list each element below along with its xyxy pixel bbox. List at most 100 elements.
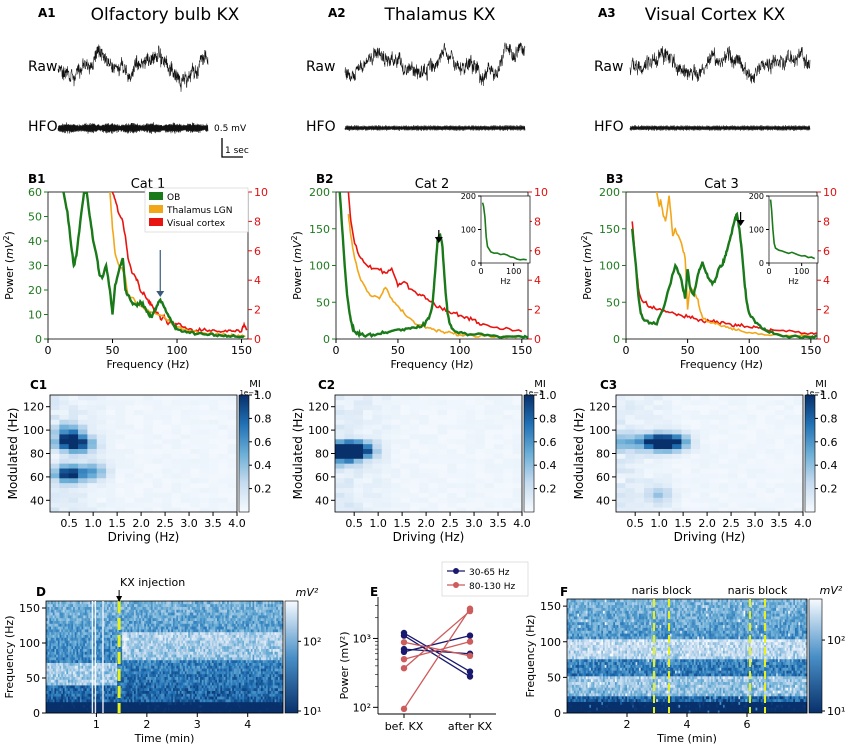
spectrogram-cell bbox=[62, 662, 66, 666]
spectrogram-cell bbox=[128, 704, 132, 708]
spectrogram-cell bbox=[93, 682, 96, 686]
y-tick-label: 80 bbox=[596, 448, 610, 461]
heatmap-cell bbox=[171, 492, 182, 498]
spectrogram-cell bbox=[120, 634, 123, 638]
spectrogram-cell bbox=[135, 640, 138, 644]
spectrogram-cell bbox=[178, 662, 181, 666]
spectrogram-cell bbox=[181, 657, 184, 661]
heatmap-cell bbox=[106, 399, 116, 406]
heatmap-cell bbox=[335, 487, 345, 493]
spectrogram-cell bbox=[181, 676, 184, 680]
spectrogram-cell bbox=[54, 659, 57, 663]
heatmap-cell bbox=[774, 468, 785, 474]
spectrogram-cell bbox=[47, 659, 50, 663]
spectrogram-cell bbox=[74, 631, 77, 635]
heatmap-cell bbox=[143, 473, 154, 479]
spectrogram-cell bbox=[172, 615, 176, 619]
spectrogram-cell bbox=[71, 648, 74, 652]
spectrogram-cell bbox=[154, 634, 157, 638]
heatmap-cell bbox=[447, 414, 457, 420]
spectrogram-cell bbox=[127, 671, 130, 675]
spectrogram-cell bbox=[62, 629, 66, 633]
spectrogram-cell bbox=[167, 707, 170, 711]
heatmap-cell bbox=[335, 463, 345, 469]
spectrogram-cell bbox=[46, 687, 49, 691]
heatmap-cell bbox=[96, 473, 107, 479]
spectrogram-cell bbox=[181, 623, 184, 627]
heatmap-cell bbox=[465, 453, 476, 459]
spectrogram-cell bbox=[174, 617, 177, 621]
spectrogram-cell bbox=[159, 609, 162, 613]
spectrogram-cell bbox=[150, 640, 154, 644]
spectrogram-cell bbox=[166, 637, 169, 641]
heatmap-cell bbox=[106, 497, 116, 503]
spectrogram-cell bbox=[169, 620, 172, 624]
heatmap-cell bbox=[208, 419, 219, 425]
colorbar-title: MI bbox=[249, 379, 261, 390]
spectrogram-cell bbox=[161, 696, 164, 700]
spectrogram-cell bbox=[135, 696, 138, 700]
heatmap-cell bbox=[793, 487, 804, 493]
spectrogram-cell bbox=[172, 645, 176, 649]
spectrogram-cell bbox=[134, 687, 137, 691]
spectrogram-cell bbox=[66, 629, 69, 633]
heatmap-cell bbox=[437, 434, 448, 440]
spectrogram-cell bbox=[51, 634, 54, 638]
spectrogram-cell bbox=[172, 690, 176, 694]
heatmap-cell bbox=[756, 453, 766, 459]
spectrogram-cell bbox=[66, 693, 69, 697]
spectrogram-cell bbox=[132, 603, 135, 607]
spectrogram-cell bbox=[139, 645, 142, 649]
heatmap-cell bbox=[68, 404, 79, 411]
heatmap-cell bbox=[728, 414, 738, 420]
spectrogram-cell bbox=[88, 668, 91, 672]
heatmap-cell bbox=[690, 502, 701, 508]
spectrogram-cell bbox=[95, 701, 98, 705]
heatmap-cell bbox=[484, 492, 495, 498]
spectrogram-cell bbox=[157, 693, 160, 697]
heatmap-cell bbox=[690, 507, 701, 513]
heatmap-cell bbox=[124, 414, 135, 420]
heatmap-cell bbox=[162, 404, 172, 411]
spectrogram-cell bbox=[81, 707, 84, 711]
spectrogram-cell bbox=[162, 637, 165, 641]
spectrogram-cell bbox=[84, 704, 88, 708]
spectrogram-cell bbox=[164, 687, 167, 691]
spectrogram-cell bbox=[150, 710, 154, 714]
spectrogram-cell bbox=[128, 699, 132, 703]
spectrogram-cell bbox=[122, 693, 125, 697]
y2-tick-label: 10 bbox=[254, 186, 268, 199]
inset-y-tick-label: 0 bbox=[759, 259, 764, 268]
heatmap-cell bbox=[634, 507, 645, 513]
spectrogram-cell bbox=[47, 665, 50, 669]
spectrogram-cell bbox=[142, 617, 145, 621]
spectrogram-cell bbox=[84, 648, 88, 652]
spectrogram-cell bbox=[128, 701, 132, 705]
spectrogram-cell bbox=[54, 601, 57, 605]
spectrogram-cell bbox=[140, 657, 143, 661]
spectrogram-cell bbox=[169, 629, 172, 633]
spectrogram-cell bbox=[125, 685, 128, 689]
spectrogram-cell bbox=[179, 609, 182, 613]
heatmap-cell bbox=[634, 473, 645, 479]
spectrogram-cell bbox=[142, 673, 145, 677]
heatmap-cell bbox=[428, 468, 439, 474]
spectrogram-cell bbox=[132, 668, 135, 672]
spectrogram-cell bbox=[103, 648, 106, 652]
heatmap-cell bbox=[78, 443, 88, 450]
spectrogram-cell bbox=[142, 707, 145, 711]
heatmap-cell bbox=[152, 409, 163, 415]
spectrogram-cell bbox=[156, 640, 159, 644]
spectrogram-cell bbox=[135, 603, 138, 607]
heatmap-cell bbox=[625, 409, 636, 415]
spectrogram-cell bbox=[59, 657, 62, 661]
spectrogram-cell bbox=[140, 648, 143, 652]
spectrogram-cell bbox=[88, 606, 91, 610]
spectrogram-cell bbox=[78, 626, 81, 630]
spectrogram-cell bbox=[49, 662, 52, 666]
cbar-tick-label: 0.6 bbox=[820, 436, 838, 449]
spectrogram-cell bbox=[47, 648, 50, 652]
heatmap-cell bbox=[690, 419, 701, 425]
spectrogram-cell bbox=[66, 634, 69, 638]
spectrogram-cell bbox=[140, 620, 143, 624]
